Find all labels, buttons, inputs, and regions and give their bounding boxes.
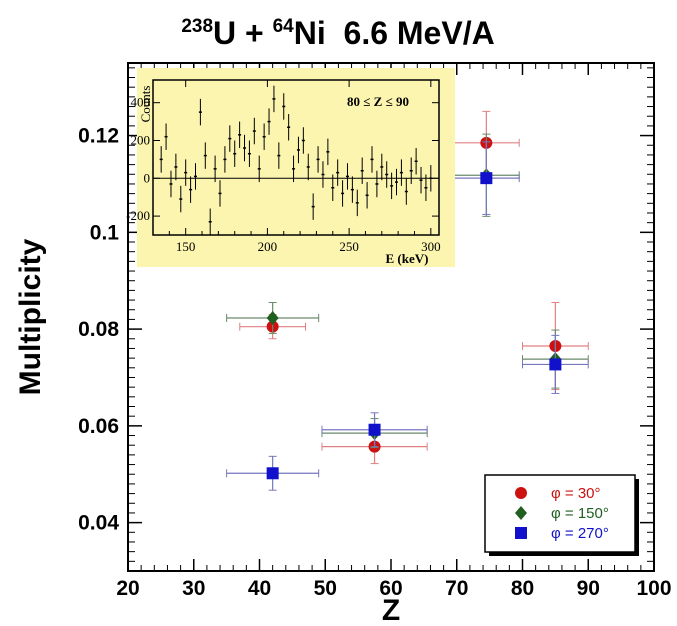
x-tick-label: 80 [511, 577, 534, 600]
legend-marker [515, 506, 527, 520]
data-point [266, 467, 279, 480]
legend-marker [515, 527, 527, 539]
inset-x-tick-label: 200 [258, 239, 278, 254]
inset-x-tick-label: 150 [176, 239, 196, 254]
inset-x-tick-label: 300 [421, 239, 441, 254]
inset-chart: 150 200 250 300 -200 0 200 400 Counts E (keV) 8… [126, 68, 455, 267]
y-tick-label: 0.12 [78, 125, 119, 148]
x-tick-label: 30 [182, 577, 205, 600]
title-symbol-a: U + [213, 15, 273, 51]
inset-x-label: E (keV) [386, 251, 429, 266]
inset-annotation: 80 ≤ Z ≤ 90 [347, 94, 409, 109]
x-tick-label: 40 [248, 577, 271, 600]
inset-background [137, 68, 455, 267]
legend-marker [515, 487, 527, 499]
inset-x-tick-label: 250 [339, 239, 359, 254]
legend-label: φ = 270° [551, 525, 609, 542]
inset-y-tick-label: -200 [126, 208, 150, 223]
y-tick-label: 0.1 [90, 221, 120, 244]
inset-axis-ticks: 150 200 250 300 -200 0 200 400 [126, 80, 441, 254]
y-tick-label: 0.04 [78, 512, 119, 535]
legend-box [484, 474, 636, 553]
inset-data-points [159, 85, 433, 235]
data-point [549, 358, 562, 371]
chart-title: 238U + 64Ni 6.6 MeV/A [181, 15, 494, 51]
x-axis-label: Z [382, 594, 400, 626]
inset-y-tick-label: 200 [131, 132, 151, 147]
y-tick-label: 0.06 [78, 415, 119, 438]
x-tick-label: 50 [314, 577, 337, 600]
x-tick-label: 20 [116, 577, 139, 600]
x-tick-label: 60 [379, 577, 402, 600]
legend-label: φ = 30° [551, 485, 601, 502]
title-mass-a: 238 [181, 16, 213, 37]
inset-frame [152, 79, 440, 236]
data-point [480, 172, 493, 185]
inset-y-label: Counts [138, 86, 153, 123]
main-axis-ticks: 20 30 40 50 60 70 80 90 100 0.04 0.06 0.08 0.1 0.12 [78, 63, 672, 600]
x-tick-label: 90 [577, 577, 600, 600]
x-tick-label: 70 [445, 577, 468, 600]
data-point [266, 310, 279, 325]
title-symbol-b: Ni [294, 15, 326, 51]
data-point [368, 423, 381, 436]
legend-label: φ = 150° [551, 505, 609, 522]
series-square [226, 141, 589, 491]
inset-y-tick-label: 0 [144, 170, 151, 185]
y-tick-label: 0.08 [78, 318, 119, 341]
inset-y-tick-label: 400 [131, 95, 151, 110]
legend: φ = 30° φ = 150° φ = 270° [484, 474, 639, 556]
x-tick-label: 100 [636, 577, 671, 600]
title-mass-b: 64 [273, 16, 295, 37]
y-axis-label: Multiplicity [14, 238, 47, 395]
title-energy: 6.6 MeV/A [326, 15, 495, 51]
main-data-points [226, 110, 589, 491]
